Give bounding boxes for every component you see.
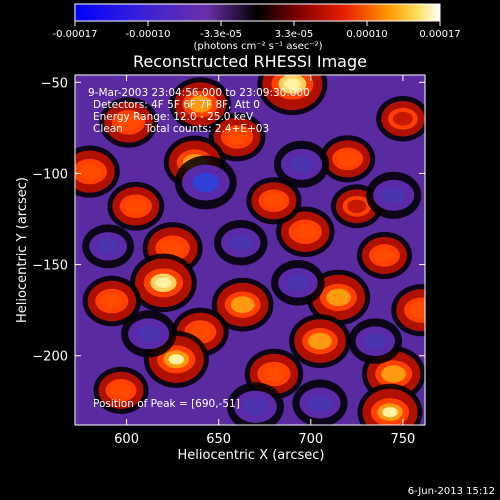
heatmap-source (357, 383, 423, 425)
x-tick-label: 750 (390, 432, 415, 447)
heatmap-negative-region (214, 219, 268, 266)
heatmap-source (246, 177, 302, 225)
footer-timestamp: 6-Jun-2013 15:12 (408, 486, 495, 497)
colorbar-tick-label: -0.00010 (126, 29, 171, 40)
heatmap-source (289, 314, 351, 369)
heatmap-source (93, 366, 149, 414)
heatmap-source (169, 77, 232, 132)
y-tick-label: −50 (41, 76, 68, 91)
colorbar-tick-label: -0.00017 (53, 29, 98, 40)
y-tick-label: −200 (32, 350, 68, 365)
x-tick-label: 650 (206, 432, 231, 447)
heatmap-negative-region (121, 310, 177, 358)
x-axis-title: Heliocentric X (arcsec) (178, 448, 325, 463)
heatmap-source (211, 277, 274, 332)
y-axis-ticks: −50 −100 −150 −200 (32, 76, 425, 365)
heatmap-negative-region (82, 224, 135, 269)
y-tick-label: −100 (32, 167, 68, 182)
heatmap-source (391, 284, 425, 337)
y-tick-label: −150 (32, 259, 68, 274)
colorbar-tick-label: 0.00010 (346, 29, 387, 40)
heatmap-source (208, 112, 266, 162)
heatmap-source (82, 275, 142, 327)
annotation-algorithm: Clean (93, 123, 123, 135)
chart-title: Reconstructed RHESSI Image (133, 52, 367, 71)
heatmap-source (257, 75, 328, 116)
colorbar-units-label: (photons cm⁻² s⁻¹ asec⁻²) (193, 41, 322, 52)
annotation-energy: Energy Range: 12.0 - 25.0 keV (93, 111, 254, 123)
annotation-peak: Position of Peak = [690,-51] (93, 398, 240, 410)
heatmap-negative-region (273, 140, 330, 188)
heatmap-source (75, 145, 120, 198)
heatmap-image (75, 75, 425, 425)
heatmap-negative-region (292, 379, 348, 425)
x-axis-ticks: 600 650 700 750 (114, 75, 415, 447)
annotation-detectors: Detectors: 4F 5F 6F 7F 8F, Att 0 (93, 99, 260, 111)
colorbar-tick-label: -3.3e-05 (200, 29, 242, 40)
x-tick-label: 600 (114, 432, 139, 447)
heatmap-source (107, 181, 165, 231)
annotation-time-range: 9-Mar-2003 23:04:56.000 to 23:09:30.000 (88, 87, 310, 99)
colorbar-tick-label: 3.3e-05 (275, 29, 313, 40)
annotation-counts: Total counts: 2.4+E+03 (144, 123, 269, 135)
colorbar-gradient (74, 3, 441, 22)
heatmap-source (130, 253, 197, 313)
heatmap-negative-region (227, 382, 284, 425)
heatmap-source (99, 97, 158, 148)
colorbar-ticks: -0.00017 -0.00010 -3.3e-05 3.3e-05 0.00010 0.… (53, 21, 461, 40)
heatmap-negative-region (348, 318, 403, 364)
heatmap-features (75, 75, 425, 425)
plot-frame (74, 74, 426, 426)
colorbar: -0.00017 -0.00010 -3.3e-05 3.3e-05 0.00010 0.… (53, 3, 461, 52)
heatmap-negative-region (271, 260, 325, 306)
heatmap-source (320, 135, 376, 183)
heatmap-source (376, 95, 425, 142)
heatmap-source (356, 231, 413, 280)
heatmap-negative-region (174, 155, 237, 210)
x-tick-label: 700 (298, 432, 323, 447)
colorbar-tick-label: 0.00017 (419, 29, 460, 40)
annotations: 9-Mar-2003 23:04:56.000 to 23:09:30.000 … (88, 87, 310, 410)
heatmap-negative-region (366, 171, 422, 219)
y-axis-title: Heliocentric Y (arcsec) (15, 177, 30, 323)
